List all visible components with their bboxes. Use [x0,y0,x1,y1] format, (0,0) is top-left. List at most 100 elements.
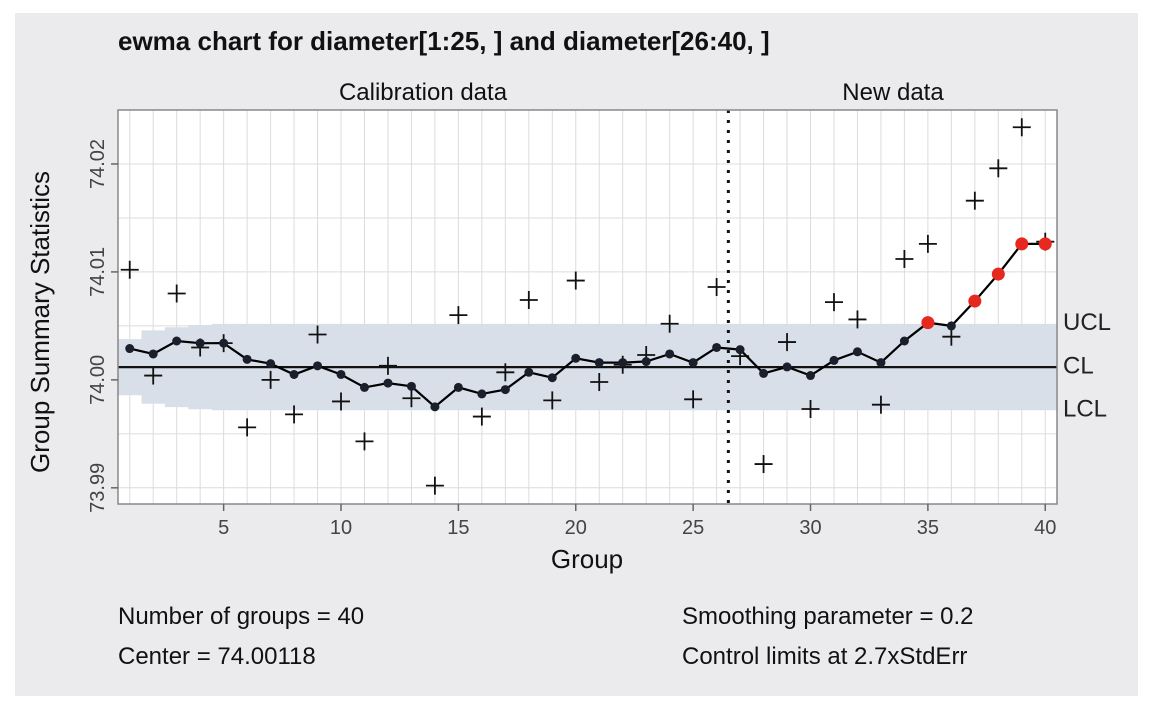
ewma-point [477,389,487,399]
y-tick-label: 74.00 [87,355,109,405]
ewma-chart: 5 10 15 20 25 30 35 40 73.99 74.00 74.01 74.02 ewma… [25,26,1111,574]
ewma-point [641,357,651,367]
smoothing-text: Smoothing parameter = 0.2 [682,603,974,630]
ewma-point [852,347,862,357]
ewma-point [289,369,299,379]
statistic-point [378,356,397,375]
x-tick-label: 15 [447,517,469,539]
statistic-point [684,390,703,409]
statistic-point [167,284,186,303]
x-tick-label: 20 [565,517,587,539]
statistic-point [918,234,937,253]
statistic-point [965,191,984,210]
ewma-violation-point [968,294,982,308]
ewma-point [242,354,252,364]
statistic-point [942,327,961,346]
statistic-point [285,405,304,424]
statistic-point [1012,118,1031,137]
groups-count-text: Number of groups = 40 [118,603,365,630]
y-tick-label: 74.02 [87,139,109,189]
ewma-point [594,358,604,368]
ewma-point [571,353,581,363]
chart-title: ewma chart for diameter[1:25, ] and diam… [118,26,770,56]
statistic-point [590,373,609,392]
statistic-point [332,392,351,411]
statistic-point [707,278,726,297]
statistic-point [824,293,843,312]
statistic-point [566,271,585,290]
x-tick-label: 30 [799,517,821,539]
ewma-point [688,358,698,368]
ewma-point [219,338,229,348]
ewma-point [665,349,675,359]
x-tick-label: 40 [1034,517,1056,539]
ewma-violation-point [921,316,935,330]
statistic-point [238,418,257,437]
statistic-point [472,407,491,426]
ewma-point [148,349,158,359]
statistic-point [261,370,280,389]
statistic-point [496,363,515,382]
statistic-point [308,325,327,344]
ewma-point [946,321,956,331]
ewma-point [806,371,816,381]
x-tick-label: 25 [682,517,704,539]
plot-area [118,110,1057,504]
x-axis-label: Group [551,544,623,574]
ewma-point [735,345,745,355]
ewma-point [876,358,886,368]
statistic-point [871,395,890,414]
ewma-point [266,359,276,369]
x-tick-label: 10 [330,517,352,539]
ewma-point [712,342,722,352]
statistic-point [801,400,820,419]
ewma-point [430,402,440,412]
ewma-point [406,381,416,391]
ewma-point [899,336,909,346]
section-label-calibration: Calibration data [339,79,508,106]
ewma-point [782,362,792,372]
ewma-point [618,358,628,368]
statistic-point [543,391,562,410]
statistic-point [754,455,773,474]
statistic-point [778,333,797,352]
chart-panel: 5 10 15 20 25 30 35 40 73.99 74.00 74.01 74.02 ewma… [15,13,1138,696]
ewma-point [453,382,463,392]
cl-label: CL [1063,352,1094,379]
ewma-point [313,361,323,371]
plot-frame [117,109,1058,505]
ewma-point [547,373,557,383]
ewma-point [336,369,346,379]
ewma-point [195,338,205,348]
statistic-point [144,366,163,385]
ewma-point [383,378,393,388]
ewma-point [125,344,135,354]
ewma-point [759,368,769,378]
ucl-label: UCL [1063,309,1111,336]
control-limits-text: Control limits at 2.7xStdErr [682,643,968,670]
section-label-new: New data [842,79,944,106]
statistic-point [402,389,421,408]
statistic-point [848,310,867,329]
statistic-point [989,159,1008,178]
statistic-point [425,476,444,495]
statistic-point [449,306,468,325]
ewma-violation-point [1038,237,1052,251]
ewma-point [172,336,182,346]
ewma-point [829,355,839,365]
statistic-point [895,249,914,268]
x-tick-label: 5 [218,517,229,539]
statistic-point [660,314,679,333]
statistic-point [120,260,139,279]
center-text: Center = 74.00118 [118,643,316,670]
x-tick-label: 35 [917,517,939,539]
lcl-label: LCL [1063,395,1107,422]
y-tick-label: 74.01 [87,247,109,297]
ewma-point [500,385,510,395]
ewma-point [359,382,369,392]
statistic-point [519,290,538,309]
statistic-point [355,432,374,451]
y-axis-label: Group Summary Statistics [25,171,55,473]
y-tick-label: 73.99 [87,463,109,513]
ewma-line [129,242,1046,409]
